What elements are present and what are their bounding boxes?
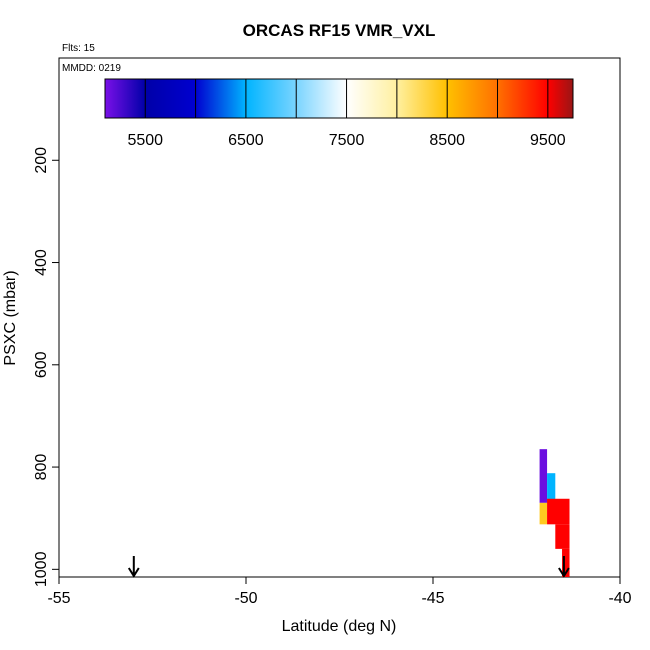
- y-tick-label: 1000: [33, 551, 50, 587]
- data-cell: [555, 524, 570, 549]
- x-tick-label: -45: [421, 590, 444, 607]
- y-tick-label: 800: [33, 454, 50, 481]
- colorbar-tick-label: 7500: [329, 132, 365, 149]
- data-cell: [547, 498, 570, 525]
- x-tick-label: -40: [608, 590, 631, 607]
- data-cell: [539, 502, 548, 525]
- y-axis-label: PSXC (mbar): [2, 270, 19, 365]
- colorbar-tick-label: 6500: [228, 132, 264, 149]
- track-arrow: [127, 556, 140, 578]
- data-cell: [539, 449, 548, 503]
- colorbar-tick-label: 5500: [127, 132, 163, 149]
- flights-label: Flts: 15: [62, 43, 95, 54]
- y-tick-label: 200: [33, 147, 50, 174]
- track-arrow: [558, 556, 570, 578]
- y-tick-label: 400: [33, 249, 50, 276]
- data-cell: [547, 473, 556, 503]
- chart-title: ORCAS RF15 VMR_VXL: [243, 21, 436, 40]
- colorbar-tick-label: 8500: [429, 132, 465, 149]
- y-tick-label: 600: [33, 351, 50, 378]
- data-cell: [562, 548, 570, 577]
- x-tick-label: -50: [234, 590, 257, 607]
- date-label: MMDD: 0219: [62, 63, 121, 74]
- x-tick-label: -55: [47, 590, 70, 607]
- plot-frame: [58, 57, 621, 578]
- colorbar-gradient: [104, 78, 574, 119]
- x-axis-label: Latitude (deg N): [282, 618, 397, 635]
- colorbar: 5500 6500 7500 8500 9500: [104, 78, 574, 149]
- colorbar-tick-label: 9500: [530, 132, 566, 149]
